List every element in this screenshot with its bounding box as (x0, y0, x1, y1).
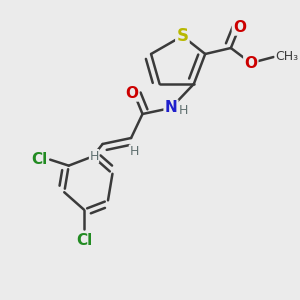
Text: Cl: Cl (31, 152, 47, 167)
Text: H: H (178, 104, 188, 118)
Text: O: O (233, 20, 246, 34)
Text: Cl: Cl (76, 233, 92, 248)
Text: CH₃: CH₃ (275, 50, 298, 64)
Text: O: O (244, 56, 257, 70)
Text: H: H (89, 149, 99, 163)
Text: O: O (125, 85, 138, 100)
Text: N: N (165, 100, 177, 116)
Text: H: H (129, 145, 139, 158)
Text: S: S (176, 27, 188, 45)
